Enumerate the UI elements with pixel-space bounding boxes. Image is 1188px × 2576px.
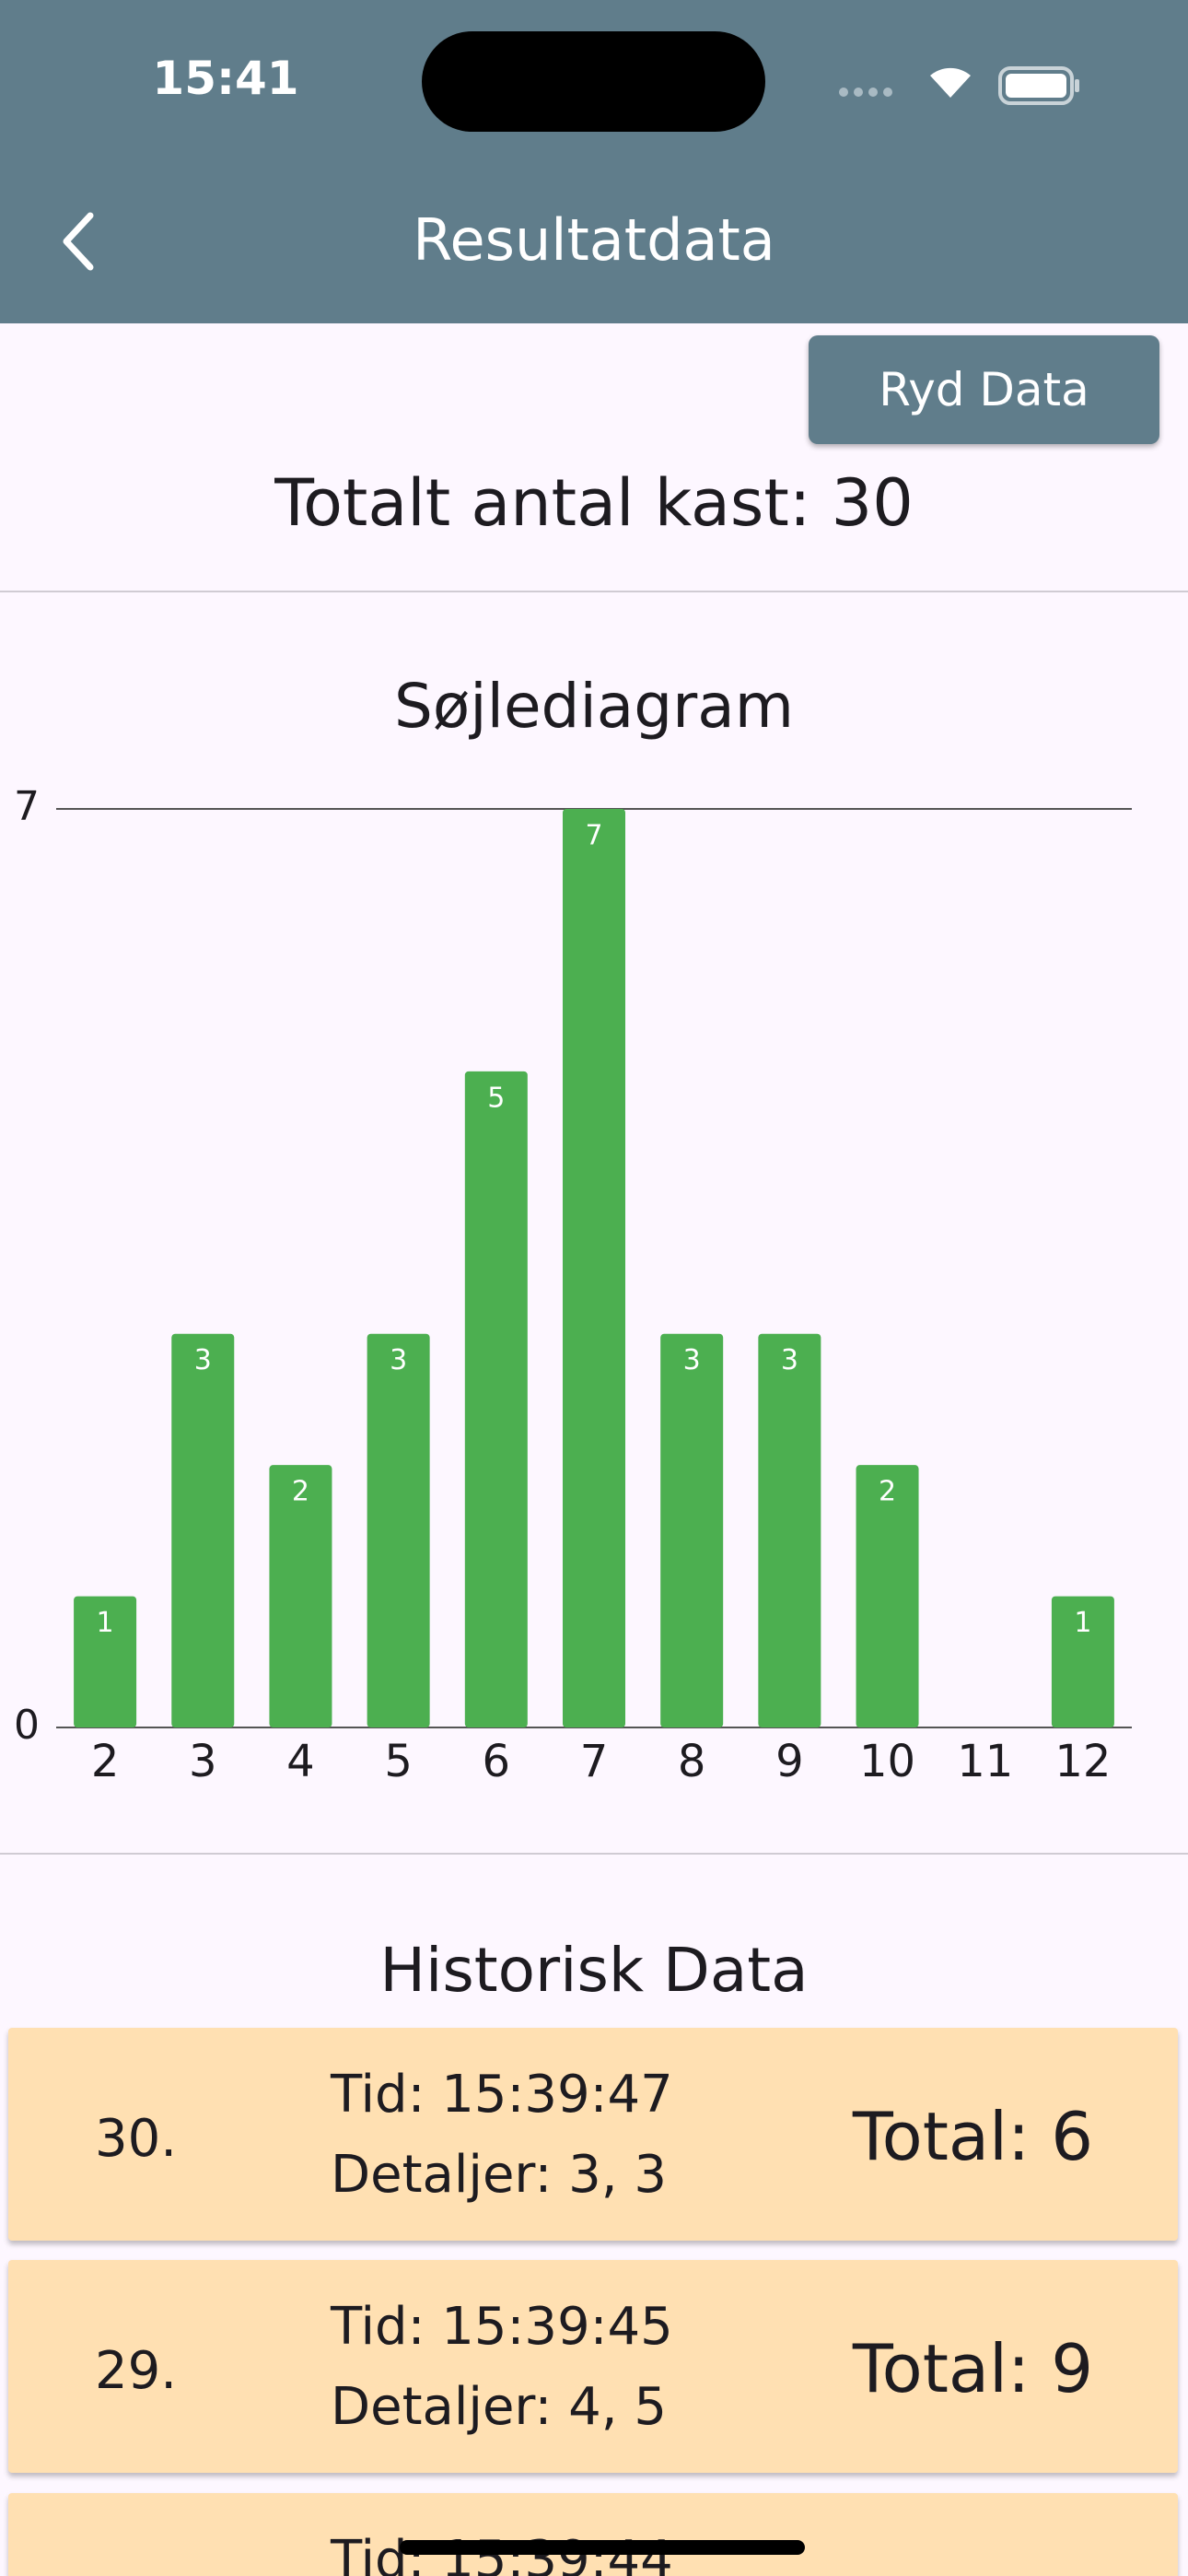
y-tick-label: 0 bbox=[14, 1702, 40, 1749]
value-label: 7 bbox=[585, 820, 602, 852]
bar-chart: Søjlediagram 0 7 2 1 3 3 4 2 5 3 6 5 7 7 8 3 9 3 10 2 11 12 1 bbox=[14, 671, 1132, 1787]
value-label: 3 bbox=[683, 1344, 701, 1376]
y-tick-label: 7 bbox=[14, 783, 40, 830]
value-label: 3 bbox=[781, 1344, 798, 1376]
x-tick-label: 6 bbox=[483, 1736, 511, 1787]
x-tick-label: 2 bbox=[91, 1736, 120, 1787]
history-card: Tid: 15:39:44 bbox=[8, 2493, 1178, 2576]
back-button[interactable] bbox=[55, 210, 101, 275]
value-label: 3 bbox=[194, 1344, 212, 1376]
x-tick-label: 4 bbox=[286, 1736, 315, 1787]
entry-time: Tid: 15:39:45 bbox=[331, 2297, 673, 2357]
bar bbox=[660, 1333, 724, 1727]
entry-time: Tid: 15:39:47 bbox=[331, 2065, 673, 2125]
x-tick-label: 5 bbox=[384, 1736, 413, 1787]
x-tick-label: 10 bbox=[859, 1736, 915, 1787]
bar bbox=[464, 1071, 528, 1727]
page-title: Resultatdata bbox=[413, 206, 775, 274]
status-icons bbox=[839, 66, 1079, 105]
bar bbox=[1051, 1596, 1114, 1727]
value-label: 5 bbox=[487, 1082, 505, 1114]
total-throws: Totalt antal kast: 30 bbox=[274, 465, 914, 541]
bar bbox=[563, 809, 625, 1727]
x-tick-label: 7 bbox=[580, 1736, 609, 1787]
bar bbox=[856, 1465, 919, 1727]
clear-data-button[interactable]: Ryd Data bbox=[809, 335, 1159, 444]
history-card: 29. Tid: 15:39:45 Detaljer: 4, 5 Total: 9 bbox=[8, 2260, 1178, 2473]
home-indicator bbox=[400, 2540, 805, 2555]
entry-details: Detaljer: 4, 5 bbox=[331, 2377, 667, 2437]
x-tick-label: 3 bbox=[189, 1736, 217, 1787]
value-label: 3 bbox=[390, 1344, 407, 1376]
entry-details: Detaljer: 3, 3 bbox=[331, 2145, 667, 2205]
bar bbox=[367, 1333, 430, 1727]
value-label: 1 bbox=[97, 1607, 114, 1639]
value-label: 2 bbox=[879, 1476, 896, 1508]
status-time: 15:41 bbox=[152, 52, 299, 105]
history-card: 30. Tid: 15:39:47 Detaljer: 3, 3 Total: 6 bbox=[8, 2028, 1178, 2241]
history-title: Historisk Data bbox=[379, 1935, 809, 2006]
chart-title: Søjlediagram bbox=[394, 671, 794, 742]
x-tick-label: 9 bbox=[775, 1736, 804, 1787]
bar bbox=[171, 1333, 235, 1727]
dynamic-island bbox=[422, 31, 765, 132]
bar bbox=[269, 1465, 332, 1727]
x-tick-label: 11 bbox=[957, 1736, 1013, 1787]
divider bbox=[0, 591, 1188, 592]
value-label: 1 bbox=[1074, 1607, 1091, 1639]
value-label: 2 bbox=[292, 1476, 309, 1508]
entry-total: Total: 9 bbox=[852, 2330, 1093, 2407]
entry-total: Total: 6 bbox=[852, 2098, 1093, 2175]
entry-index: 30. bbox=[95, 2109, 178, 2169]
x-tick-label: 8 bbox=[678, 1736, 706, 1787]
entry-index: 29. bbox=[95, 2341, 178, 2401]
bar bbox=[758, 1333, 821, 1727]
divider bbox=[0, 1853, 1188, 1855]
bar bbox=[74, 1596, 137, 1727]
x-tick-label: 12 bbox=[1054, 1736, 1111, 1787]
